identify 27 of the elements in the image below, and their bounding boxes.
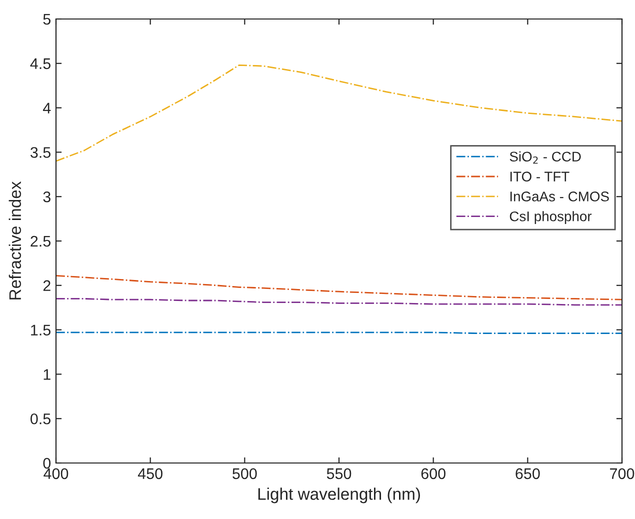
x-tick-label: 550 — [326, 468, 352, 480]
x-tick-label: 650 — [516, 468, 540, 480]
y-tick-label: 0 — [43, 458, 51, 469]
legend-label: InGaAs - CMOS — [510, 192, 609, 202]
y-axis-title: Refractive index — [8, 181, 22, 300]
legend-label: CsI phosphor — [510, 211, 592, 224]
x-tick-label: 400 — [44, 468, 68, 480]
y-tick-label: 2.5 — [30, 236, 50, 247]
y-tick-label: 2 — [43, 280, 50, 291]
y-tick-label: 5 — [43, 14, 50, 25]
legend-label: SiO$_{2}$ - CCD — [510, 151, 581, 164]
y-tick-label: 3 — [43, 191, 50, 202]
x-tick-label: 600 — [421, 468, 446, 480]
y-tick-label: 4 — [42, 102, 51, 114]
line-series — [56, 298, 622, 306]
x-tick-label: 700 — [610, 468, 634, 480]
legend-label: ITO - TFT — [510, 172, 570, 182]
line-series — [56, 274, 622, 300]
y-tick-label: 1 — [44, 369, 50, 380]
y-tick-label: 0.5 — [30, 413, 50, 424]
y-tick-label: 4.5 — [30, 58, 50, 70]
y-tick-label: 3.5 — [30, 147, 50, 158]
y-tick-label: 1.5 — [31, 324, 50, 336]
x-tick-label: 500 — [232, 468, 257, 480]
x-tick-label: 450 — [138, 468, 162, 480]
line-series — [56, 64, 622, 162]
x-axis-title: Light wavelength (nm) — [258, 488, 420, 504]
